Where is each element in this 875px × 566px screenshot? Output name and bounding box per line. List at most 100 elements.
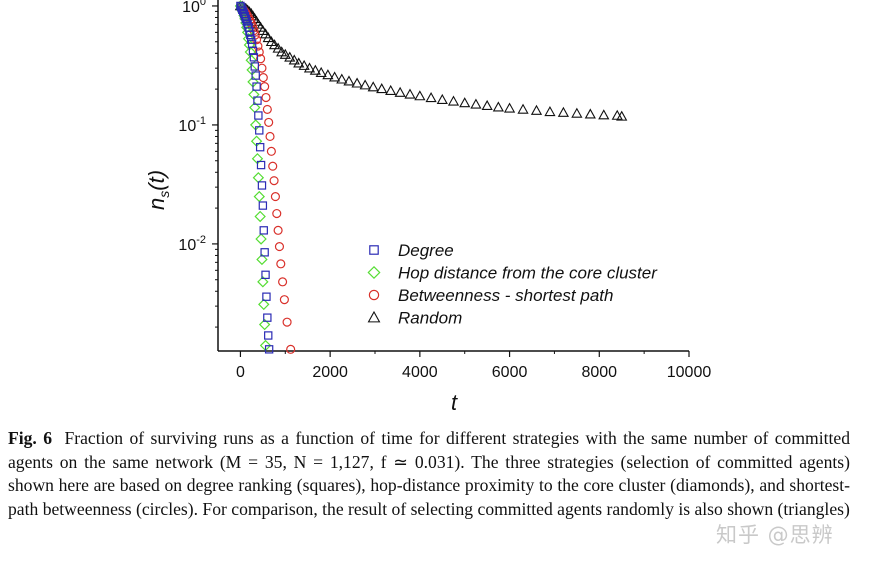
data-point-square xyxy=(264,345,274,354)
data-point-circle xyxy=(276,259,286,269)
data-point-triangle xyxy=(616,110,628,121)
data-point-triangle xyxy=(492,101,504,112)
series-triangle xyxy=(234,0,628,121)
data-point-triangle xyxy=(571,107,583,118)
legend-label: Hop distance from the core cluster xyxy=(398,264,658,283)
data-point-triangle xyxy=(404,88,416,99)
watermark: 知乎 @思辨 xyxy=(716,523,834,547)
data-point-triangle xyxy=(447,95,460,106)
data-point-triangle xyxy=(367,81,379,92)
data-point-triangle xyxy=(343,75,355,86)
data-point-circle xyxy=(282,317,292,327)
data-point-square xyxy=(256,160,266,170)
data-point-triangle xyxy=(303,62,316,73)
data-point-circle xyxy=(278,277,288,287)
data-point-triangle xyxy=(359,79,371,90)
data-point-triangle xyxy=(279,48,291,59)
data-point-square xyxy=(261,270,270,280)
data-point-circle xyxy=(269,176,279,186)
data-point-triangle xyxy=(425,92,437,103)
data-point-diamond xyxy=(253,190,265,203)
data-point-triangle xyxy=(394,86,406,97)
y-tick-label: 10-2 xyxy=(178,234,206,254)
y-tick-label: 10-1 xyxy=(178,115,206,135)
chart-ticks: 0 2000 4000 6000 8000 10000 10-2 10-1 100 xyxy=(178,0,711,381)
data-point-circle xyxy=(270,192,280,202)
data-point-square xyxy=(259,226,268,235)
data-point-square xyxy=(264,331,273,340)
chart-axes xyxy=(217,0,689,352)
data-point-circle xyxy=(262,104,272,114)
data-point-square xyxy=(260,248,269,257)
data-point-diamond xyxy=(252,172,265,184)
data-point-circle xyxy=(264,117,274,127)
data-point-triangle xyxy=(470,98,482,109)
data-point-triangle xyxy=(557,106,570,117)
figure-caption-text: Fraction of surviving runs as a function… xyxy=(8,428,850,519)
data-point-diamond xyxy=(254,210,266,223)
x-tick-label: 6000 xyxy=(492,364,528,381)
data-point-triangle xyxy=(544,105,556,117)
data-point-square xyxy=(252,82,261,91)
data-point-square xyxy=(249,53,259,62)
data-point-triangle xyxy=(459,97,471,108)
y-axis-title: ns(t) xyxy=(144,170,172,210)
y-tick-label: 100 xyxy=(182,0,206,16)
survival-chart: 0 2000 4000 6000 8000 10000 10-2 10-1 100 Degree… xyxy=(144,0,711,415)
data-point-circle xyxy=(260,82,270,92)
data-point-triangle xyxy=(530,104,543,115)
legend-label: Random xyxy=(398,309,462,328)
data-point-square xyxy=(257,181,267,190)
data-point-diamond xyxy=(256,253,268,266)
legend-label: Degree xyxy=(398,241,454,260)
data-point-triangle xyxy=(315,66,327,77)
data-point-circle xyxy=(266,146,276,156)
data-point-triangle xyxy=(414,90,426,101)
data-point-triangle xyxy=(309,64,321,75)
data-point-square xyxy=(250,62,259,71)
data-point-triangle xyxy=(272,42,284,53)
data-point-triangle xyxy=(598,109,610,120)
data-point-circle xyxy=(256,54,266,64)
data-point-circle xyxy=(258,73,268,83)
data-point-diamond xyxy=(255,233,267,245)
data-point-circle xyxy=(265,131,275,142)
data-point-circle xyxy=(273,225,283,235)
x-tick-label: 8000 xyxy=(581,364,617,381)
data-point-triangle xyxy=(376,83,388,94)
legend-label: Betweenness - shortest path xyxy=(398,286,613,305)
data-point-triangle xyxy=(268,39,281,50)
x-tick-label: 0 xyxy=(236,364,245,381)
x-tick-label: 10000 xyxy=(667,364,712,381)
data-point-circle xyxy=(286,344,296,354)
data-point-triangle xyxy=(298,59,310,70)
figure-caption: Fig. 6 Fraction of surviving runs as a f… xyxy=(8,427,850,521)
series-square xyxy=(236,1,274,354)
data-point-triangle xyxy=(284,51,296,62)
data-point-triangle xyxy=(329,71,341,82)
data-point-triangle xyxy=(351,77,363,88)
data-point-circle xyxy=(272,208,282,219)
data-point-square xyxy=(255,126,264,135)
data-point-triangle xyxy=(322,69,334,80)
data-point-diamond xyxy=(258,298,270,311)
data-point-square xyxy=(253,96,262,105)
data-point-circle xyxy=(261,92,271,103)
data-point-square xyxy=(240,12,250,21)
data-point-circle xyxy=(257,63,267,73)
data-point-triangle xyxy=(336,73,348,84)
data-point-circle xyxy=(279,295,289,305)
data-point-square xyxy=(242,17,251,26)
data-point-square xyxy=(262,292,271,301)
data-point-square xyxy=(254,111,263,120)
x-tick-label: 2000 xyxy=(312,364,348,381)
data-point-square xyxy=(251,71,260,80)
data-point-triangle xyxy=(611,109,623,120)
data-point-square xyxy=(258,201,268,210)
legend-marker-diamond xyxy=(367,265,381,280)
data-point-triangle xyxy=(503,102,516,113)
data-point-square xyxy=(248,46,258,55)
x-axis-title: t xyxy=(451,390,458,415)
data-point-triangle xyxy=(517,103,529,114)
data-point-triangle xyxy=(293,57,305,68)
